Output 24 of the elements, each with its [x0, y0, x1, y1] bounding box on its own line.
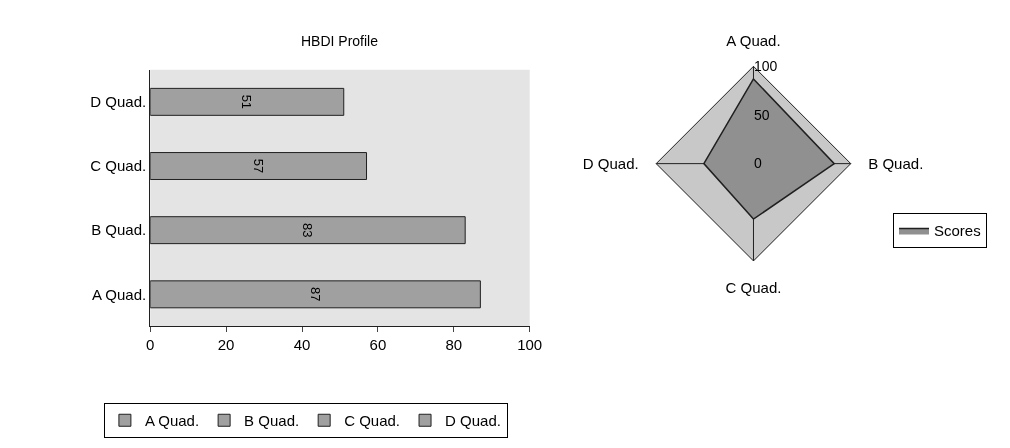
- data-label: 87: [307, 287, 323, 302]
- spoke-label: B Quad.: [868, 154, 924, 172]
- data-label: 51: [239, 94, 255, 110]
- y-tick-label: B Quad.: [91, 221, 147, 239]
- x-tick-label: 80: [445, 336, 463, 354]
- x-tick-label: 20: [217, 336, 235, 354]
- y-tick-label: 100: [753, 57, 778, 74]
- legend-label: D Quad.: [445, 412, 501, 430]
- x-tick-label: 100: [517, 336, 543, 354]
- y-tick-label: A Quad.: [92, 285, 147, 303]
- spoke-label: D Quad.: [582, 154, 639, 172]
- legend-label: C Quad.: [344, 412, 401, 430]
- data-label: 57: [250, 158, 266, 174]
- y-tick-label: 0: [753, 155, 762, 172]
- y-tick-label: C Quad.: [90, 157, 147, 175]
- legend-label: A Quad.: [144, 412, 200, 430]
- legend-label: B Quad.: [244, 412, 300, 430]
- data-label: 83: [300, 222, 316, 238]
- y-tick-label: D Quad.: [90, 93, 147, 111]
- legend-label: Scores: [934, 222, 981, 240]
- x-tick-label: 60: [369, 336, 387, 354]
- y-tick-label: 50: [753, 106, 770, 123]
- x-tick-label: 40: [293, 336, 311, 354]
- chart-title: HBDI Profile: [301, 33, 379, 49]
